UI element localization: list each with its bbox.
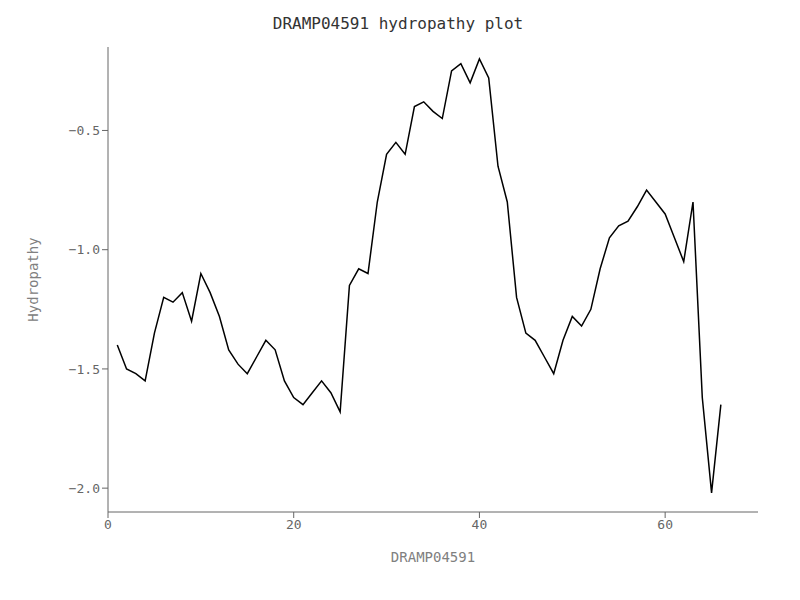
svg-text:20: 20	[286, 517, 302, 532]
svg-text:−1.0: −1.0	[69, 242, 100, 257]
html-text:DRAMP04591 hydropathy plot: DRAMP04591 hydropathy plot	[272, 14, 524, 33]
svg-text:Hydropathy: Hydropathy	[25, 237, 41, 321]
svg-text:−2.0: −2.0	[69, 481, 100, 496]
svg-text:DRAMP04591: DRAMP04591	[391, 549, 475, 565]
svg-text:40: 40	[472, 517, 488, 532]
svg-text:−0.5: −0.5	[69, 123, 100, 138]
svg-text:0: 0	[104, 517, 112, 532]
svg-text:−1.5: −1.5	[69, 362, 100, 377]
svg-text:60: 60	[657, 517, 673, 532]
